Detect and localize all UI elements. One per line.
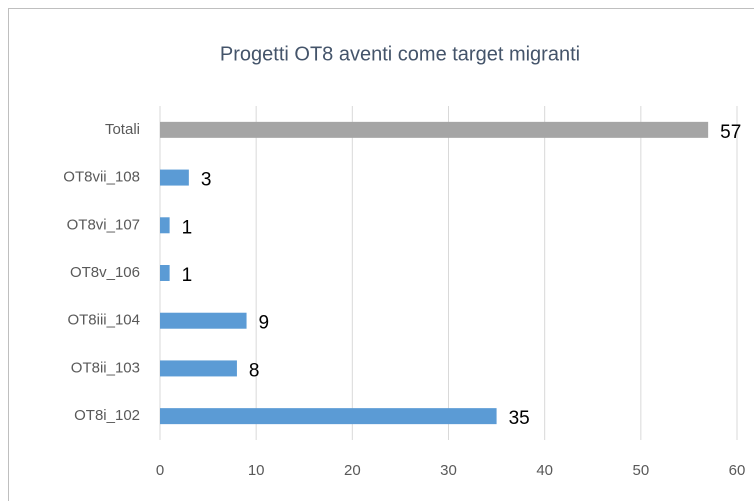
value-label: 1 xyxy=(182,217,193,238)
bar xyxy=(160,121,709,138)
value-label: 35 xyxy=(509,408,530,429)
x-tick-label: 40 xyxy=(536,462,553,479)
bar xyxy=(160,169,189,186)
bar xyxy=(160,217,170,234)
bar xyxy=(160,408,497,425)
value-label: 3 xyxy=(201,170,212,191)
x-tick-label: 60 xyxy=(729,462,746,479)
x-tick-label: 50 xyxy=(632,462,649,479)
y-tick-label: Totali xyxy=(105,121,140,138)
y-tick-label: OT8vi_107 xyxy=(67,216,140,233)
y-tick-label: OT8vii_108 xyxy=(63,169,140,186)
bar xyxy=(160,360,237,377)
bar xyxy=(160,312,247,329)
x-tick-label: 30 xyxy=(440,462,457,479)
x-tick-label: 20 xyxy=(344,462,361,479)
y-tick-label: OT8i_102 xyxy=(74,407,140,424)
y-tick-label: OT8iii_104 xyxy=(67,312,140,329)
value-label: 1 xyxy=(182,265,193,286)
x-tick-label: 10 xyxy=(248,462,265,479)
value-label: 9 xyxy=(259,313,270,334)
value-label: 8 xyxy=(249,360,260,381)
chart-border xyxy=(8,8,754,501)
chart-title: Progetti OT8 aventi come target migranti xyxy=(220,43,580,65)
y-tick-label: OT8ii_103 xyxy=(71,359,140,376)
bar xyxy=(160,265,170,281)
x-tick-label: 0 xyxy=(156,462,164,479)
y-tick-label: OT8v_106 xyxy=(70,264,140,281)
value-label: 57 xyxy=(720,122,741,143)
